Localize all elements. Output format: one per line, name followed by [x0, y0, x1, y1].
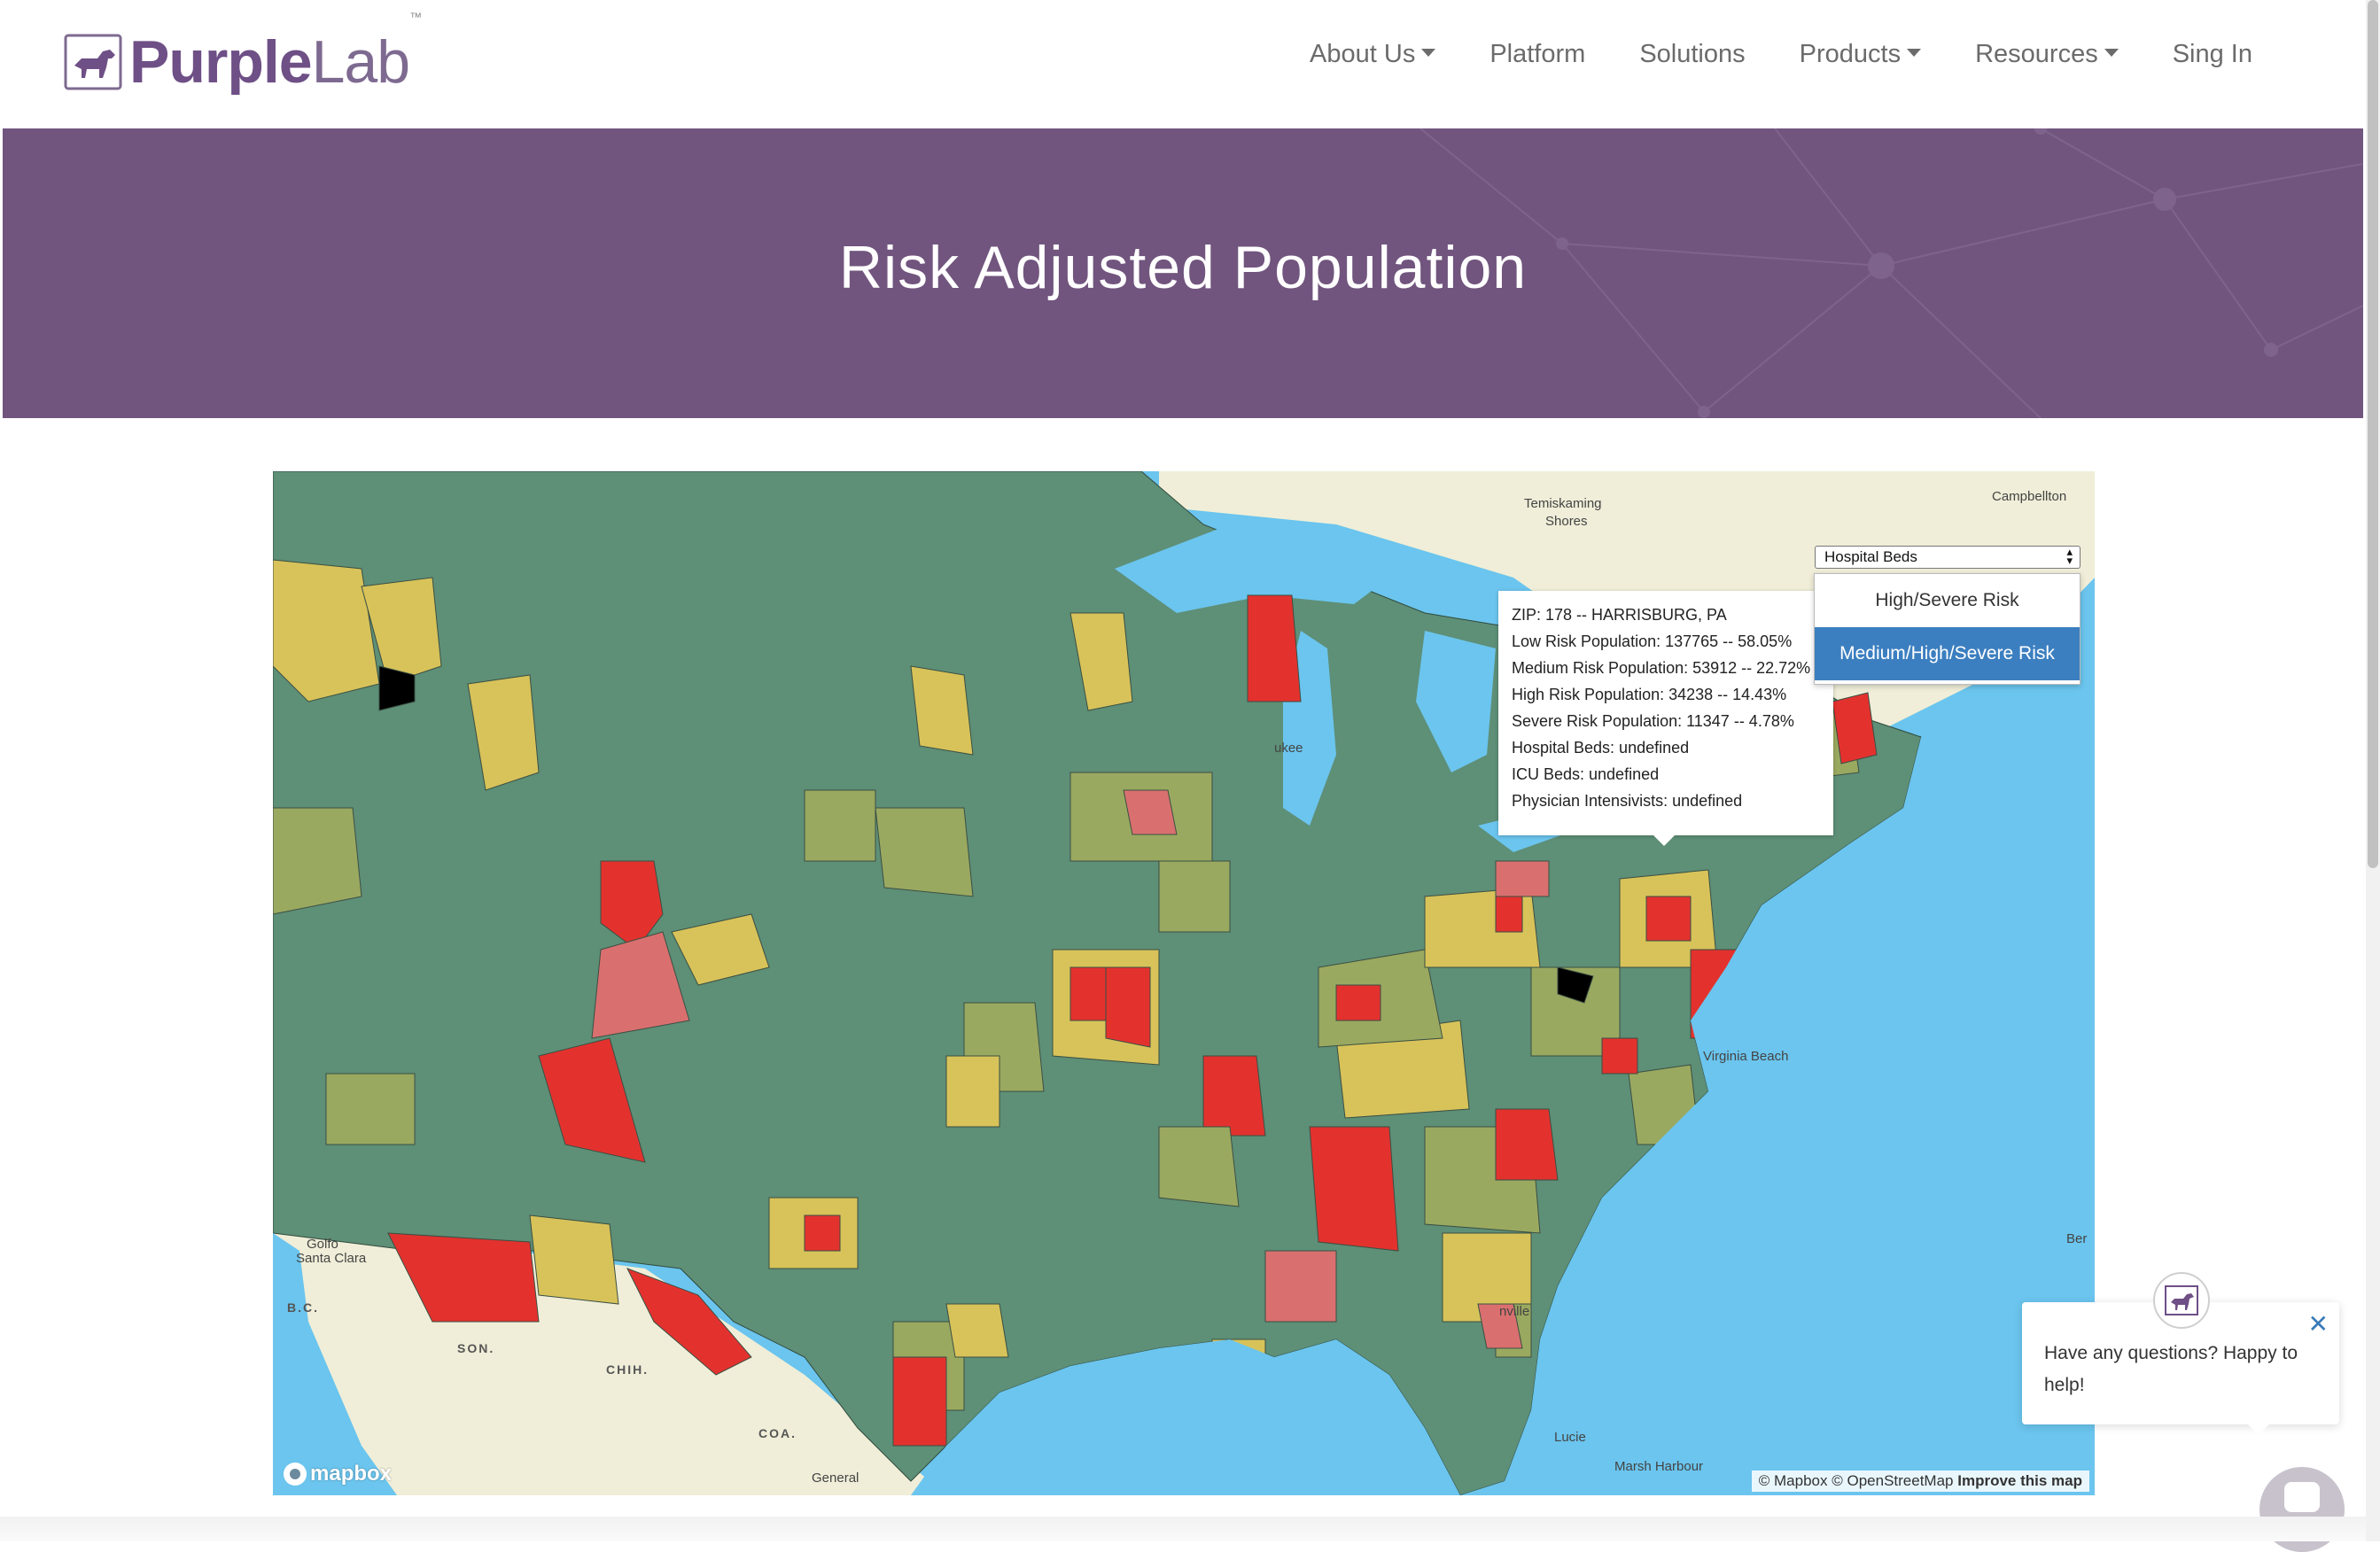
mapbox-logo[interactable]: mapbox — [284, 1462, 392, 1486]
close-icon[interactable]: ✕ — [2307, 1310, 2329, 1338]
page-scrollbar[interactable] — [2366, 0, 2380, 1541]
map-label-milwaukee: ukee — [1274, 741, 1303, 756]
page-title: Risk Adjusted Population — [838, 234, 1528, 301]
tooltip-high-risk: High Risk Population: 34238 -- 14.43% — [1512, 686, 1787, 703]
tooltip-icu-beds: ICU Beds: undefined — [1512, 765, 1660, 783]
tooltip-low-risk: Low Risk Population: 137765 -- 58.05% — [1512, 632, 1793, 650]
chat-message: Have any questions? Happy to help! — [2044, 1343, 2298, 1395]
nav-sign-in-label: Sing In — [2172, 40, 2252, 68]
lake-huron — [1416, 631, 1496, 772]
chat-bubble-icon — [2284, 1482, 2320, 1512]
nav-resources-label: Resources — [1975, 40, 2098, 68]
map-label-jacksonville: nville — [1499, 1304, 1530, 1319]
tooltip-physician-intensivists: Physician Intensivists: undefined — [1512, 792, 1743, 810]
caret-down-icon — [2104, 49, 2119, 57]
lake-superior — [1115, 524, 1389, 613]
region-tooltip: ZIP: 178 -- HARRISBURG, PA Low Risk Popu… — [1498, 591, 1833, 835]
scrollbar-thumb[interactable] — [2368, 0, 2378, 868]
mapbox-logo-text: mapbox — [310, 1462, 393, 1486]
map-label-marsh-harbour: Marsh Harbour — [1614, 1459, 1704, 1474]
atlantic-water — [1460, 702, 2095, 1495]
chat-avatar — [2153, 1272, 2210, 1329]
tooltip-hospital-beds: Hospital Beds: undefined — [1512, 739, 1690, 757]
attribution-mapbox-link[interactable]: © Mapbox — [1758, 1472, 1828, 1489]
nav-resources[interactable]: Resources — [1975, 40, 2119, 69]
caret-down-icon — [1421, 49, 1436, 57]
site-header: PurpleLab ™ About Us Platform Solutions P… — [0, 0, 2366, 128]
pacific-water — [273, 1233, 397, 1495]
layer-select[interactable]: Hospital Beds ▴ ▾ — [1815, 546, 2081, 569]
layer-dropdown-menu: High/Severe Risk Medium/High/Severe Risk — [1814, 573, 2081, 685]
chat-popup-pointer — [2246, 1423, 2271, 1435]
map-label-general: General — [812, 1471, 859, 1486]
tooltip-medium-risk: Medium Risk Population: 53912 -- 22.72% — [1512, 659, 1811, 677]
logo-trademark: ™ — [409, 10, 422, 24]
attribution-osm-link[interactable]: © OpenStreetMap — [1832, 1472, 1954, 1489]
nav-about-us[interactable]: About Us — [1310, 40, 1436, 69]
nav-solutions-label: Solutions — [1639, 40, 1746, 68]
map-label-bermuda: Ber — [2066, 1231, 2088, 1246]
logo-text-lab: Lab — [311, 28, 410, 96]
section-divider — [0, 1517, 2366, 1541]
map-label-bc: B.C. — [287, 1300, 319, 1315]
dropdown-option-medium-high-severe[interactable]: Medium/High/Severe Risk — [1815, 627, 2080, 680]
map-label-campbellton: Campbellton — [1992, 489, 2067, 504]
main-nav: About Us Platform Solutions Products Res… — [1256, 40, 2252, 69]
nav-platform-label: Platform — [1489, 40, 1586, 68]
tooltip-severe-risk: Severe Risk Population: 11347 -- 4.78% — [1512, 712, 1794, 730]
map-label-port-st-lucie: Lucie — [1554, 1430, 1586, 1445]
tooltip-pointer — [1653, 835, 1675, 846]
dog-avatar-icon — [2165, 1285, 2198, 1315]
network-pattern-decoration — [1419, 128, 2363, 418]
mapbox-icon — [284, 1463, 307, 1486]
select-arrows-icon: ▴ ▾ — [2066, 545, 2073, 567]
map-label-virginia-beach: Virginia Beach — [1703, 1049, 1789, 1064]
purplelab-logo[interactable]: PurpleLab ™ — [62, 11, 422, 97]
map-attribution: © Mapbox © OpenStreetMap Improve this ma… — [1751, 1471, 2089, 1492]
gulf-water — [911, 1339, 1460, 1495]
dog-logo-icon — [64, 34, 122, 90]
map-label-coahuila: COA. — [758, 1426, 797, 1440]
page-banner: Risk Adjusted Population — [3, 128, 2363, 418]
nav-about-us-label: About Us — [1310, 40, 1416, 68]
map-label-sonora: SON. — [457, 1341, 495, 1355]
dropdown-option-high-severe[interactable]: High/Severe Risk — [1875, 590, 2019, 610]
map-label-chihuahua: CHIH. — [606, 1362, 649, 1377]
nav-platform[interactable]: Platform — [1489, 40, 1585, 69]
caret-down-icon — [1907, 49, 1922, 57]
improve-map-link[interactable]: Improve this map — [1957, 1472, 2082, 1489]
nav-sign-in[interactable]: Sing In — [2173, 40, 2252, 69]
nav-solutions[interactable]: Solutions — [1639, 40, 1745, 69]
map-label-shores: Shores — [1545, 514, 1588, 529]
risk-map[interactable]: Temiskaming Shores Campbellton ukee Virg… — [273, 471, 2095, 1495]
nav-products-label: Products — [1799, 40, 1902, 68]
map-label-santa-clara: Santa Clara — [296, 1251, 367, 1266]
baja-land — [299, 1251, 397, 1446]
tooltip-zip: ZIP: 178 -- HARRISBURG, PA — [1512, 606, 1727, 624]
map-label-temiskaming: Temiskaming — [1524, 496, 1602, 511]
layer-select-value: Hospital Beds — [1824, 548, 1917, 565]
nav-products[interactable]: Products — [1799, 40, 1922, 69]
logo-text-purple: Purple — [129, 28, 313, 96]
map-label-golfo: Golfo — [307, 1237, 338, 1252]
